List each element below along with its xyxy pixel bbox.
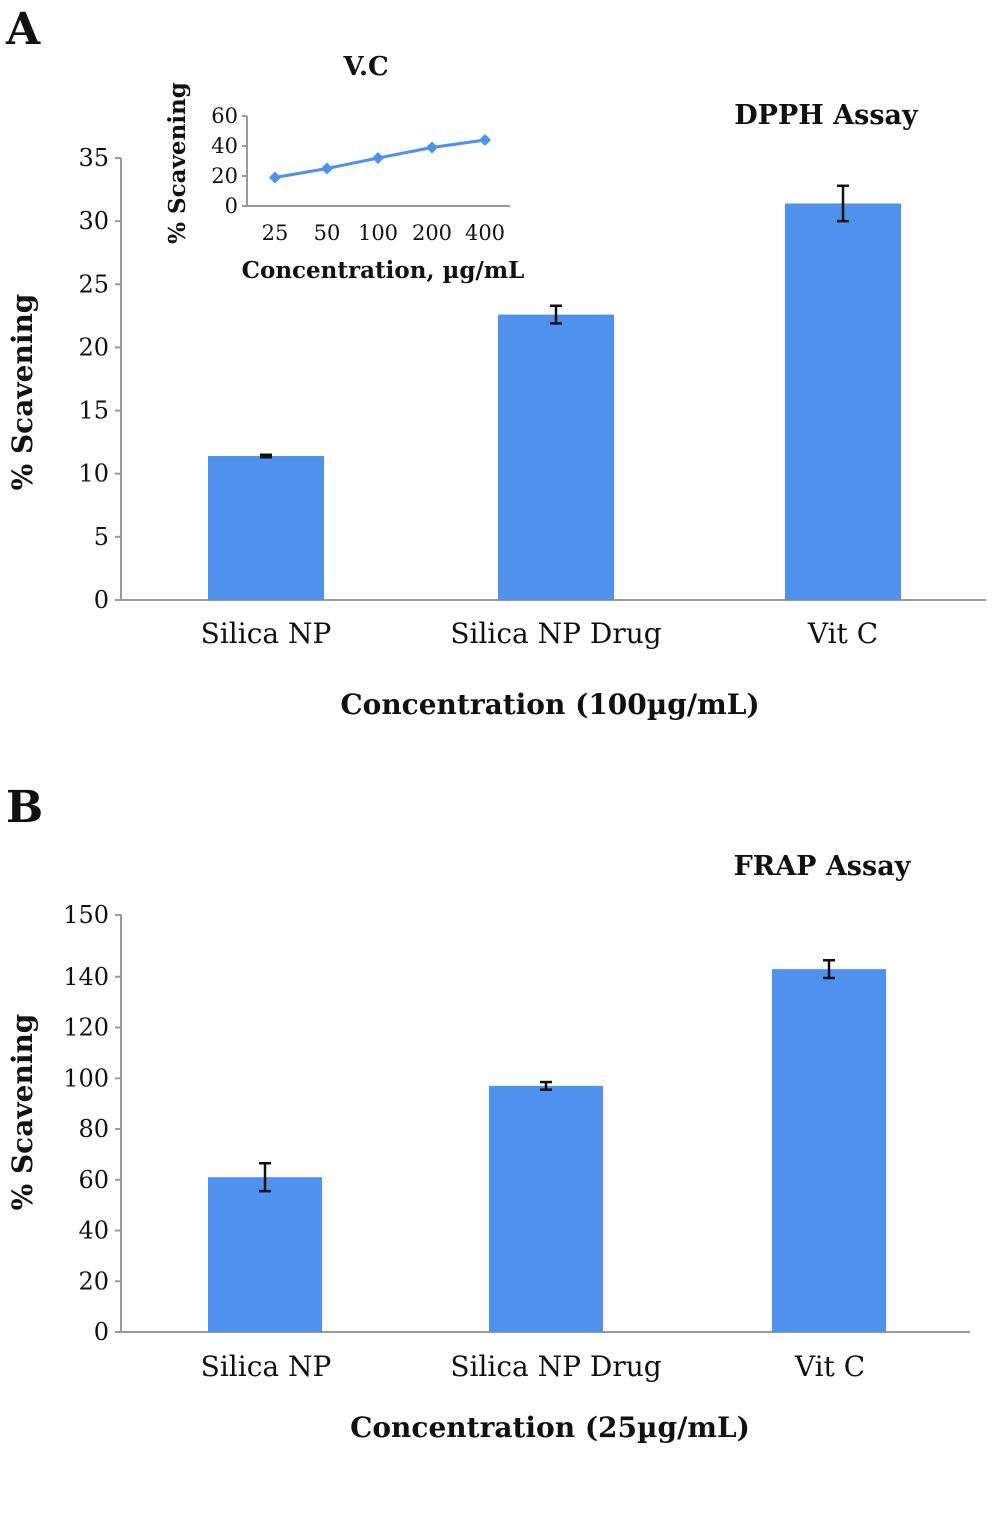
bar <box>772 969 886 1332</box>
inset-series <box>269 134 491 184</box>
panel-a-category-label: Silica NP Drug <box>450 617 661 650</box>
panel-a: A DPPH Assay 0 5 10 15 20 25 30 35 Silica NP Si… <box>5 4 986 721</box>
y-tick-label: 10 <box>78 460 109 488</box>
y-tick-label: 25 <box>78 270 109 298</box>
y-tick-label: 80 <box>78 1115 109 1143</box>
panel-b-bars <box>208 969 886 1332</box>
y-tick-label: 20 <box>78 333 109 361</box>
panel-a-error-bars <box>260 184 849 459</box>
y-tick-label: 5 <box>94 523 109 551</box>
y-tick-label: 0 <box>94 1318 109 1346</box>
panel-b-y-ticks: 0 20 40 60 80 100 120 140 150 <box>63 901 121 1346</box>
inset-y-tick-label: 20 <box>211 164 238 188</box>
inset-y-ticks: 0 20 40 60 <box>211 104 247 218</box>
panel-b-y-axis-title: % Scavening <box>6 1014 39 1211</box>
inset-x-tick-label: 400 <box>465 221 505 245</box>
y-tick-label: 60 <box>78 1166 109 1194</box>
panel-b-error-bars <box>259 959 835 1193</box>
bar <box>208 1177 322 1332</box>
panel-a-x-axis-title: Concentration (100µg/mL) <box>340 688 759 721</box>
inset-x-tick-label: 25 <box>262 221 289 245</box>
panel-a-title: DPPH Assay <box>734 100 919 131</box>
bar <box>785 203 901 600</box>
inset-point <box>372 152 384 164</box>
inset-point <box>479 134 491 146</box>
y-tick-label: 140 <box>63 963 109 991</box>
y-tick-label: 20 <box>78 1267 109 1295</box>
panel-a-y-axis-title: % Scavening <box>6 294 39 491</box>
panel-a-bars <box>208 203 901 600</box>
inset-y-tick-label: 60 <box>211 104 238 128</box>
panel-a-inset: V.C 0 20 40 60 25 50 100 200 400 Concentration,… <box>164 52 524 284</box>
y-tick-label: 0 <box>94 586 109 614</box>
y-tick-label: 40 <box>78 1217 109 1245</box>
y-tick-label: 15 <box>78 397 109 425</box>
panel-b-category-label: Vit C <box>794 1350 865 1383</box>
panel-b: B FRAP Assay 0 20 40 60 80 100 120 140 150 Silic… <box>6 782 970 1444</box>
inset-y-axis-title: % Scavening <box>164 82 191 244</box>
y-tick-label: 150 <box>63 901 109 929</box>
panel-b-x-axis-title: Concentration (25µg/mL) <box>350 1411 750 1444</box>
inset-y-tick-label: 0 <box>225 194 238 218</box>
panel-b-letter: B <box>6 782 43 833</box>
inset-y-tick-label: 40 <box>211 134 238 158</box>
panel-a-y-ticks: 0 5 10 15 20 25 30 35 <box>78 144 121 614</box>
panel-a-category-label: Silica NP <box>201 617 332 650</box>
y-tick-label: 35 <box>78 144 109 172</box>
inset-x-tick-label: 200 <box>412 221 452 245</box>
panel-b-category-label: Silica NP <box>201 1350 332 1383</box>
inset-title: V.C <box>342 52 388 82</box>
inset-x-ticks: 25 50 100 200 400 <box>262 221 505 245</box>
inset-x-tick-label: 50 <box>314 221 341 245</box>
bar <box>489 1085 603 1332</box>
inset-x-axis-title: Concentration, µg/mL <box>242 257 525 284</box>
bar <box>208 456 324 600</box>
y-tick-label: 30 <box>78 207 109 235</box>
panel-a-category-label: Vit C <box>807 617 878 650</box>
panel-b-title: FRAP Assay <box>734 851 912 882</box>
y-tick-label: 120 <box>63 1014 109 1042</box>
panel-b-category-label: Silica NP Drug <box>450 1350 661 1383</box>
inset-point <box>426 141 438 154</box>
y-tick-label: 100 <box>63 1064 109 1092</box>
bar <box>498 314 614 600</box>
inset-point <box>269 171 281 184</box>
inset-point <box>321 162 333 175</box>
panel-a-letter: A <box>5 4 41 55</box>
inset-x-tick-label: 100 <box>358 221 398 245</box>
